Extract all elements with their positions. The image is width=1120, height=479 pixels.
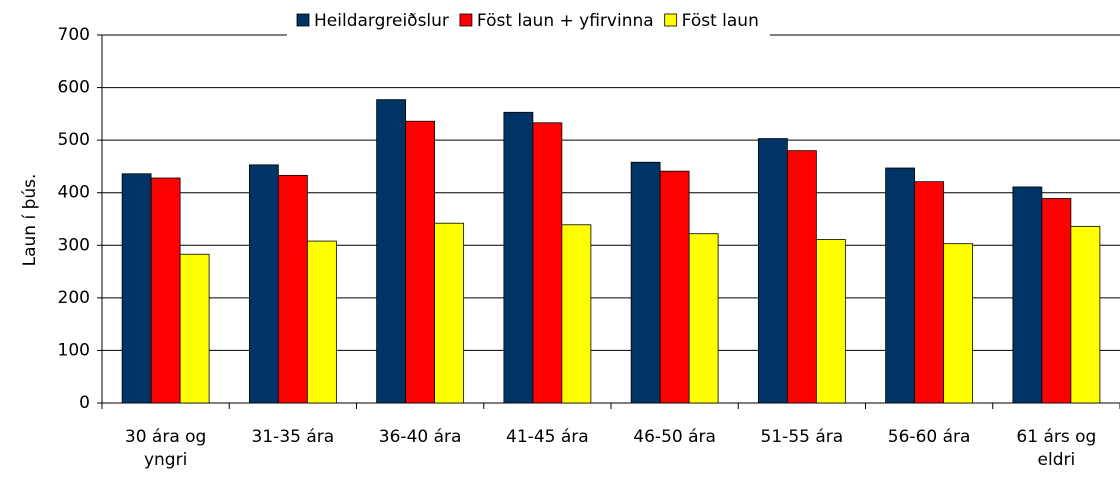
x-tick-label: 30 ára og yngri	[124, 427, 207, 470]
legend-box	[287, 4, 770, 36]
legend-swatch	[459, 13, 473, 27]
bar	[503, 111, 534, 404]
bar	[150, 177, 181, 404]
legend-label: Föst laun + yfirvinna	[477, 11, 654, 31]
y-tick-label: 200	[58, 288, 90, 308]
legend-label: Föst laun	[682, 11, 759, 31]
y-tick-label: 700	[58, 25, 90, 45]
bar	[885, 167, 916, 404]
y-axis-label: Laun í þús.	[20, 174, 40, 267]
y-tick-label: 0	[79, 393, 90, 413]
bar	[121, 173, 152, 404]
legend-swatch	[664, 13, 678, 27]
x-tick-label: 46-50 ára	[633, 427, 716, 447]
bar	[277, 174, 308, 404]
y-tick-label: 500	[58, 130, 90, 150]
x-tick-label: 56-60 ára	[887, 427, 971, 447]
bar	[434, 222, 465, 404]
x-tick-label: 61 árs og eldri	[1016, 427, 1097, 470]
bar	[376, 99, 407, 404]
x-tick-label: 51-55 ára	[760, 427, 844, 447]
y-tick-label: 300	[58, 235, 90, 255]
bar	[306, 240, 337, 404]
bar	[1012, 186, 1043, 404]
y-tick-label: 400	[58, 183, 90, 203]
bar	[179, 253, 210, 404]
legend-swatch	[296, 13, 310, 27]
bar	[405, 120, 436, 404]
bar	[1070, 225, 1101, 404]
x-tick-label: 31-35 ára	[251, 427, 335, 447]
legend-label: Heildargreiðslur	[314, 11, 449, 31]
bar	[786, 150, 817, 404]
x-tick-label: 41-45 ára	[506, 427, 589, 447]
bar	[815, 239, 846, 404]
bar	[659, 170, 690, 404]
bar	[532, 122, 563, 404]
x-tick-label: 36-40 ára	[378, 427, 462, 447]
bar	[757, 138, 788, 404]
y-tick-label: 600	[58, 78, 90, 98]
y-tick-label: 100	[58, 340, 90, 360]
bar	[561, 224, 592, 404]
bar	[943, 243, 974, 404]
bar	[914, 181, 945, 404]
bar	[248, 164, 279, 404]
bar	[630, 161, 661, 404]
bar	[1041, 198, 1072, 404]
bar	[688, 233, 719, 404]
